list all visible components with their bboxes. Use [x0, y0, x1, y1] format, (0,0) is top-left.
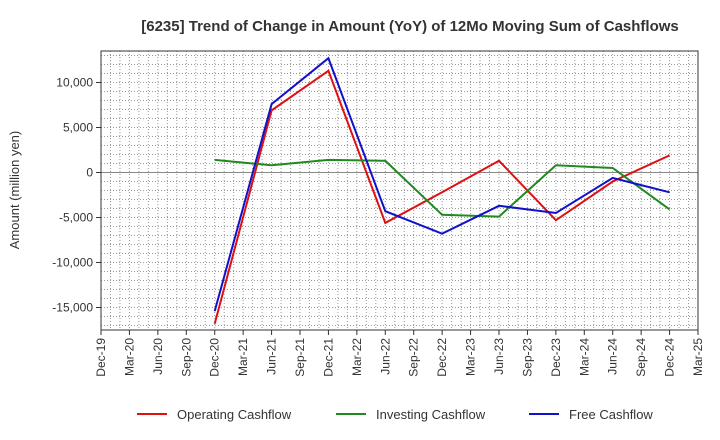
x-tick-label: Mar-25	[691, 338, 705, 376]
chart-title: [6235] Trend of Change in Amount (YoY) o…	[141, 18, 679, 35]
x-tick-label: Sep-20	[179, 338, 193, 377]
x-tick-label: Mar-23	[464, 338, 478, 376]
x-tick-label: Mar-20	[122, 338, 136, 376]
y-ticks: 10,000 5,000 0 -5,000 -10,000 -15,000	[52, 76, 101, 315]
y-tick-label: -15,000	[52, 301, 93, 315]
y-axis-label: Amount (million yen)	[7, 131, 22, 250]
y-tick-label: -10,000	[52, 256, 93, 270]
grid	[100, 51, 698, 330]
x-tick-label: Jun-24	[606, 338, 620, 375]
x-tick-label: Sep-22	[407, 338, 421, 377]
legend: Operating Cashflow Investing Cashflow Free…	[137, 407, 653, 422]
legend-label: Operating Cashflow	[177, 407, 292, 422]
x-tick-label: Dec-21	[321, 338, 335, 377]
x-ticks: Dec-19 Mar-20 Jun-20 Sep-20 Dec-20 Mar-21 Jun-…	[94, 330, 705, 377]
x-tick-label: Mar-22	[350, 338, 364, 376]
y-tick-label: 10,000	[56, 76, 93, 90]
plot-border	[100, 50, 699, 331]
x-tick-label: Dec-24	[663, 338, 677, 377]
series-line-free-cashflow	[213, 56, 670, 312]
y-tick-label: 5,000	[63, 121, 93, 135]
legend-label: Investing Cashflow	[376, 407, 486, 422]
x-tick-label: Sep-24	[634, 338, 648, 377]
x-tick-label: Dec-22	[435, 338, 449, 377]
x-tick-label: Mar-21	[236, 338, 250, 376]
x-tick-label: Dec-23	[549, 338, 563, 377]
x-tick-label: Dec-20	[208, 338, 222, 377]
x-tick-label: Jun-21	[265, 338, 279, 375]
series-line-operating-cashflow	[213, 69, 671, 324]
y-tick-label: -5,000	[59, 211, 93, 225]
x-tick-label: Sep-23	[520, 338, 534, 377]
x-tick-label: Dec-19	[94, 338, 108, 377]
x-tick-label: Jun-22	[378, 338, 392, 375]
series	[213, 56, 671, 324]
y-tick-label: 0	[86, 166, 93, 180]
series-line-investing-cashflow	[214, 158, 671, 218]
x-tick-label: Jun-20	[151, 338, 165, 375]
x-tick-label: Jun-23	[492, 338, 506, 375]
x-tick-label: Mar-24	[577, 338, 591, 376]
x-tick-label: Sep-21	[293, 338, 307, 377]
legend-label: Free Cashflow	[569, 407, 653, 422]
